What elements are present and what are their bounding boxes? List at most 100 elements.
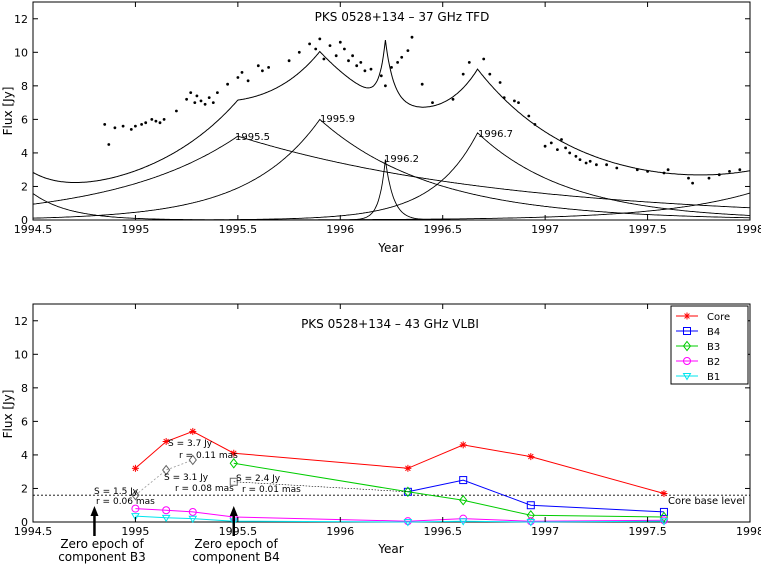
- top-total-fit: [32, 40, 751, 183]
- b4-extrapolation-line: [233, 481, 408, 493]
- bottom-y-ticks: 0 2 4 6 8 10 12: [14, 315, 750, 529]
- observation-point: [203, 102, 207, 106]
- flare-component-5: [33, 192, 751, 221]
- observation-point: [615, 166, 619, 170]
- series-line-b3: [233, 462, 665, 518]
- flare-component-1: [32, 135, 750, 209]
- observation-point: [687, 176, 690, 180]
- observation-point: [451, 97, 455, 101]
- extrapolated-point: [162, 464, 171, 476]
- series-point-core: [162, 438, 170, 446]
- legend-marker-b4: [683, 327, 691, 335]
- top-y-tick-label-4: 8: [21, 80, 28, 93]
- observation-point: [347, 59, 350, 63]
- series-point-b1: [659, 518, 669, 526]
- observation-point: [162, 118, 166, 121]
- top-x-tick-label-3: 1996: [326, 223, 354, 236]
- series-point-b1: [131, 513, 140, 521]
- bottom-x-tick-label-1: 1995: [121, 525, 149, 538]
- series-line-core: [135, 430, 665, 494]
- observation-point: [738, 168, 742, 172]
- total-fit-curve: [32, 40, 751, 183]
- observation-point: [533, 123, 537, 126]
- observation-point: [338, 40, 342, 44]
- observation-point: [498, 81, 502, 84]
- observation-point: [240, 71, 244, 74]
- observation-point: [556, 148, 559, 152]
- observation-point: [121, 124, 125, 128]
- observation-point: [549, 141, 553, 145]
- series-point-b4: [659, 507, 668, 516]
- observation-point: [406, 49, 410, 52]
- observation-point: [527, 114, 531, 118]
- series-point-core: [230, 449, 238, 457]
- observation-point: [467, 61, 471, 64]
- legend-label-b4: B4: [707, 327, 720, 338]
- top-y-tick-label-3: 6: [21, 113, 28, 126]
- observation-point: [396, 61, 399, 64]
- observation-point: [308, 42, 311, 46]
- annotation-s24-flux: S = 2.4 Jy: [236, 474, 281, 484]
- series-point-b2: [131, 504, 140, 513]
- top-plot-frame: [32, 1, 751, 221]
- observation-point: [140, 123, 144, 126]
- flare-label-1996-2: 1996.2: [384, 154, 419, 165]
- flare-label-1995-5: 1995.5: [235, 132, 270, 143]
- flare-label-1995-9: 1995.9: [320, 114, 355, 125]
- observation-point: [488, 72, 492, 76]
- annotation-s15-flux: S = 1.5 Jy: [94, 487, 139, 497]
- zero-epoch-arrows: [90, 506, 238, 536]
- observation-point: [588, 159, 592, 163]
- observation-point: [410, 35, 414, 39]
- observation-point: [150, 118, 154, 121]
- bottom-y-tick-label-4: 8: [21, 382, 28, 395]
- observation-point: [134, 124, 137, 128]
- observation-point: [261, 69, 264, 73]
- series-point-b4: [526, 501, 535, 510]
- observation-point: [595, 163, 598, 167]
- annotation-s24-radius: r = 0.01 mas: [242, 485, 301, 495]
- bottom-x-ticks: 1994.5 1995 1995.5 1996 1996.5 1997 1997.5 1998: [14, 304, 761, 538]
- top-x-tick-label-4: 1996.5: [423, 223, 462, 236]
- observation-point: [605, 163, 608, 167]
- observation-point: [216, 91, 219, 94]
- top-x-tick-label-5: 1997: [531, 223, 559, 236]
- bottom-x-tick-label-0: 1994.5: [14, 525, 53, 538]
- bottom-series: [131, 427, 669, 527]
- annotation-s31: S = 3.1 Jy r = 0.08 mas: [164, 473, 234, 494]
- top-x-tick-label-6: 1997.5: [628, 223, 667, 236]
- series-point-core: [660, 489, 668, 497]
- observation-point: [369, 67, 373, 71]
- top-chart-title: PKS 0528+134 – 37 GHz TFD: [315, 10, 490, 24]
- observation-point: [666, 168, 670, 172]
- top-x-ticks: 1994.5 1995 1995.5 1996 1996.5 1997 1997.5 1998: [14, 2, 761, 236]
- bottom-y-axis-label: Flux [Jy]: [1, 390, 15, 439]
- core-base-level-label: Core base level: [668, 496, 745, 507]
- observation-point: [246, 79, 250, 83]
- flare-label-1996-7: 1996.7: [478, 129, 513, 140]
- observation-point: [195, 94, 199, 98]
- observation-point: [355, 64, 359, 68]
- legend-items: Core B4 B3 B2 B1: [676, 312, 730, 383]
- arrow-b3-line2: component B3: [58, 550, 146, 564]
- observation-point: [103, 123, 107, 126]
- series-line-b1: [135, 515, 665, 523]
- bottom-x-tick-label-4: 1996.5: [423, 525, 462, 538]
- annotation-s31-flux: S = 3.1 Jy: [164, 473, 209, 483]
- observation-point: [461, 72, 465, 76]
- observation-point: [646, 170, 649, 173]
- series-point-core: [131, 464, 139, 472]
- series-point-b3: [459, 494, 468, 506]
- top-y-tick-label-5: 10: [14, 46, 28, 59]
- observation-point: [154, 119, 158, 123]
- series-point-b3: [229, 457, 238, 469]
- observation-point: [502, 96, 506, 99]
- series-point-b2: [162, 506, 171, 515]
- legend-marker-b2: [683, 357, 691, 365]
- top-y-tick-label-1: 2: [21, 180, 28, 193]
- bottom-y-tick-label-6: 12: [14, 315, 28, 328]
- flare-component-2: [32, 118, 750, 219]
- series-point-b2: [188, 507, 197, 516]
- observation-point: [199, 99, 203, 103]
- observation-point: [574, 154, 578, 158]
